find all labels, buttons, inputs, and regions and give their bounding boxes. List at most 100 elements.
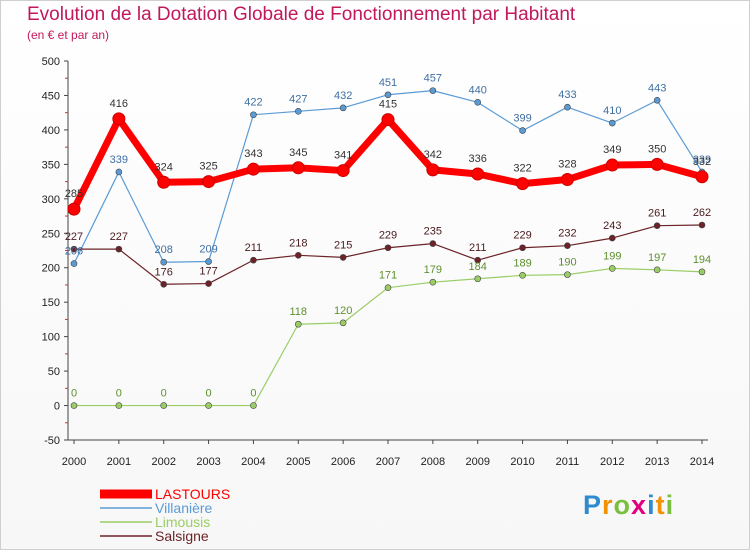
salsigne-data-label: 243	[603, 220, 621, 232]
salsigne-point	[474, 256, 482, 264]
lastours-data-label: 322	[513, 163, 531, 175]
limousis-data-label: 194	[693, 254, 711, 266]
villaniere-data-label: 399	[513, 113, 531, 125]
villaniere-point	[653, 96, 661, 104]
villaniere-data-label: 410	[603, 105, 621, 117]
limousis-point	[294, 320, 302, 328]
x-tick-label: 2003	[196, 456, 220, 468]
y-tick-label: 250	[42, 228, 60, 240]
villaniere-data-label: 451	[379, 77, 397, 89]
villaniere-data-label: 440	[469, 84, 487, 96]
logo-letter: x	[631, 490, 648, 520]
lastours-point	[67, 202, 81, 216]
x-tick-label: 2014	[690, 456, 714, 468]
limousis-point	[429, 278, 437, 286]
lastours-data-label: 342	[424, 149, 442, 161]
villaniere-point	[294, 108, 302, 115]
villaniere-data-label: 209	[199, 244, 217, 256]
salsigne-point	[698, 221, 706, 229]
lastours-data-label: 345	[289, 147, 307, 159]
x-tick-label: 2006	[331, 456, 355, 468]
lastours-data-label: 415	[379, 99, 397, 111]
lastours-point	[650, 157, 664, 171]
limousis-legend-label: Limousis	[155, 514, 210, 530]
salsigne-data-label: 211	[245, 242, 263, 254]
limousis-data-label: 118	[290, 306, 308, 318]
lastours-point	[516, 177, 530, 191]
limousis-point	[250, 402, 257, 409]
salsigne-data-label: 261	[648, 208, 666, 220]
lastours-point	[246, 162, 260, 176]
villaniere-data-label: 339	[110, 154, 128, 166]
lastours-data-label: 343	[244, 148, 262, 160]
limousis-point	[384, 284, 392, 292]
salsigne-data-label: 176	[155, 266, 173, 278]
limousis-data-label: 184	[469, 261, 487, 273]
salsigne-data-label: 262	[693, 207, 711, 219]
salsigne-point	[384, 244, 392, 252]
villaniere-point	[70, 260, 78, 267]
limousis-data-label: 120	[334, 305, 352, 317]
salsigne-point	[115, 245, 123, 253]
salsigne-point	[608, 234, 616, 242]
y-tick-label: 150	[42, 297, 60, 309]
x-tick-label: 2004	[241, 456, 265, 468]
x-tick-label: 2012	[600, 456, 624, 468]
villaniere-data-label: 432	[334, 90, 352, 102]
villaniere-point	[519, 127, 526, 134]
villaniere-data-label: 422	[244, 97, 262, 109]
lastours-data-label: 349	[603, 144, 621, 156]
x-tick-label: 2010	[510, 456, 534, 468]
limousis-data-label: 189	[513, 257, 531, 269]
limousis-point	[70, 402, 78, 409]
limousis-point	[205, 402, 212, 409]
x-tick-label: 2009	[465, 456, 489, 468]
lastours-point	[695, 170, 709, 184]
y-tick-label: 0	[54, 401, 60, 413]
lastours-data-label: 416	[110, 98, 128, 110]
salsigne-data-label: 227	[65, 231, 83, 243]
x-tick-label: 2007	[376, 456, 400, 468]
lastours-data-label: 341	[334, 150, 352, 162]
lastours-point	[560, 173, 574, 187]
limousis-point	[564, 271, 571, 278]
villaniere-point	[339, 104, 347, 112]
lastours-data-label: 336	[469, 153, 487, 165]
limousis-point	[160, 402, 168, 409]
lastours-data-label: 325	[199, 161, 217, 173]
lastours-point	[605, 158, 619, 172]
logo-letter: i	[665, 490, 675, 520]
limousis-data-label: 190	[558, 257, 576, 269]
salsigne-point	[519, 244, 526, 252]
y-tick-label: 100	[42, 332, 60, 344]
y-tick-label: 300	[42, 194, 60, 206]
lastours-point	[336, 164, 350, 178]
salsigne-point	[160, 280, 168, 288]
salsigne-data-label: 211	[469, 242, 487, 254]
x-tick-label: 2001	[107, 456, 131, 468]
salsigne-data-label: 227	[110, 231, 128, 243]
salsigne-point	[250, 256, 257, 264]
logo-letter: i	[647, 490, 656, 520]
limousis-data-label: 199	[603, 250, 621, 262]
y-tick-label: 400	[42, 125, 60, 137]
salsigne-data-label: 218	[289, 237, 307, 249]
lastours-point	[426, 163, 440, 177]
limousis-point	[653, 266, 661, 274]
villaniere-data-label: 433	[558, 89, 576, 101]
salsigne-point	[294, 252, 302, 259]
salsigne-point	[653, 222, 661, 229]
limousis-data-label: 0	[116, 388, 122, 400]
x-tick-label: 2002	[151, 456, 175, 468]
y-tick-label: 200	[42, 263, 60, 275]
x-tick-label: 2013	[645, 456, 669, 468]
salsigne-point	[70, 245, 78, 253]
lastours-data-label: 350	[648, 143, 666, 155]
y-tick-label: 500	[42, 56, 60, 68]
proxiti-logo: Proxiti	[583, 490, 674, 521]
limousis-point	[115, 402, 123, 409]
villaniere-data-label: 457	[424, 73, 442, 85]
logo-letter: t	[655, 490, 666, 520]
